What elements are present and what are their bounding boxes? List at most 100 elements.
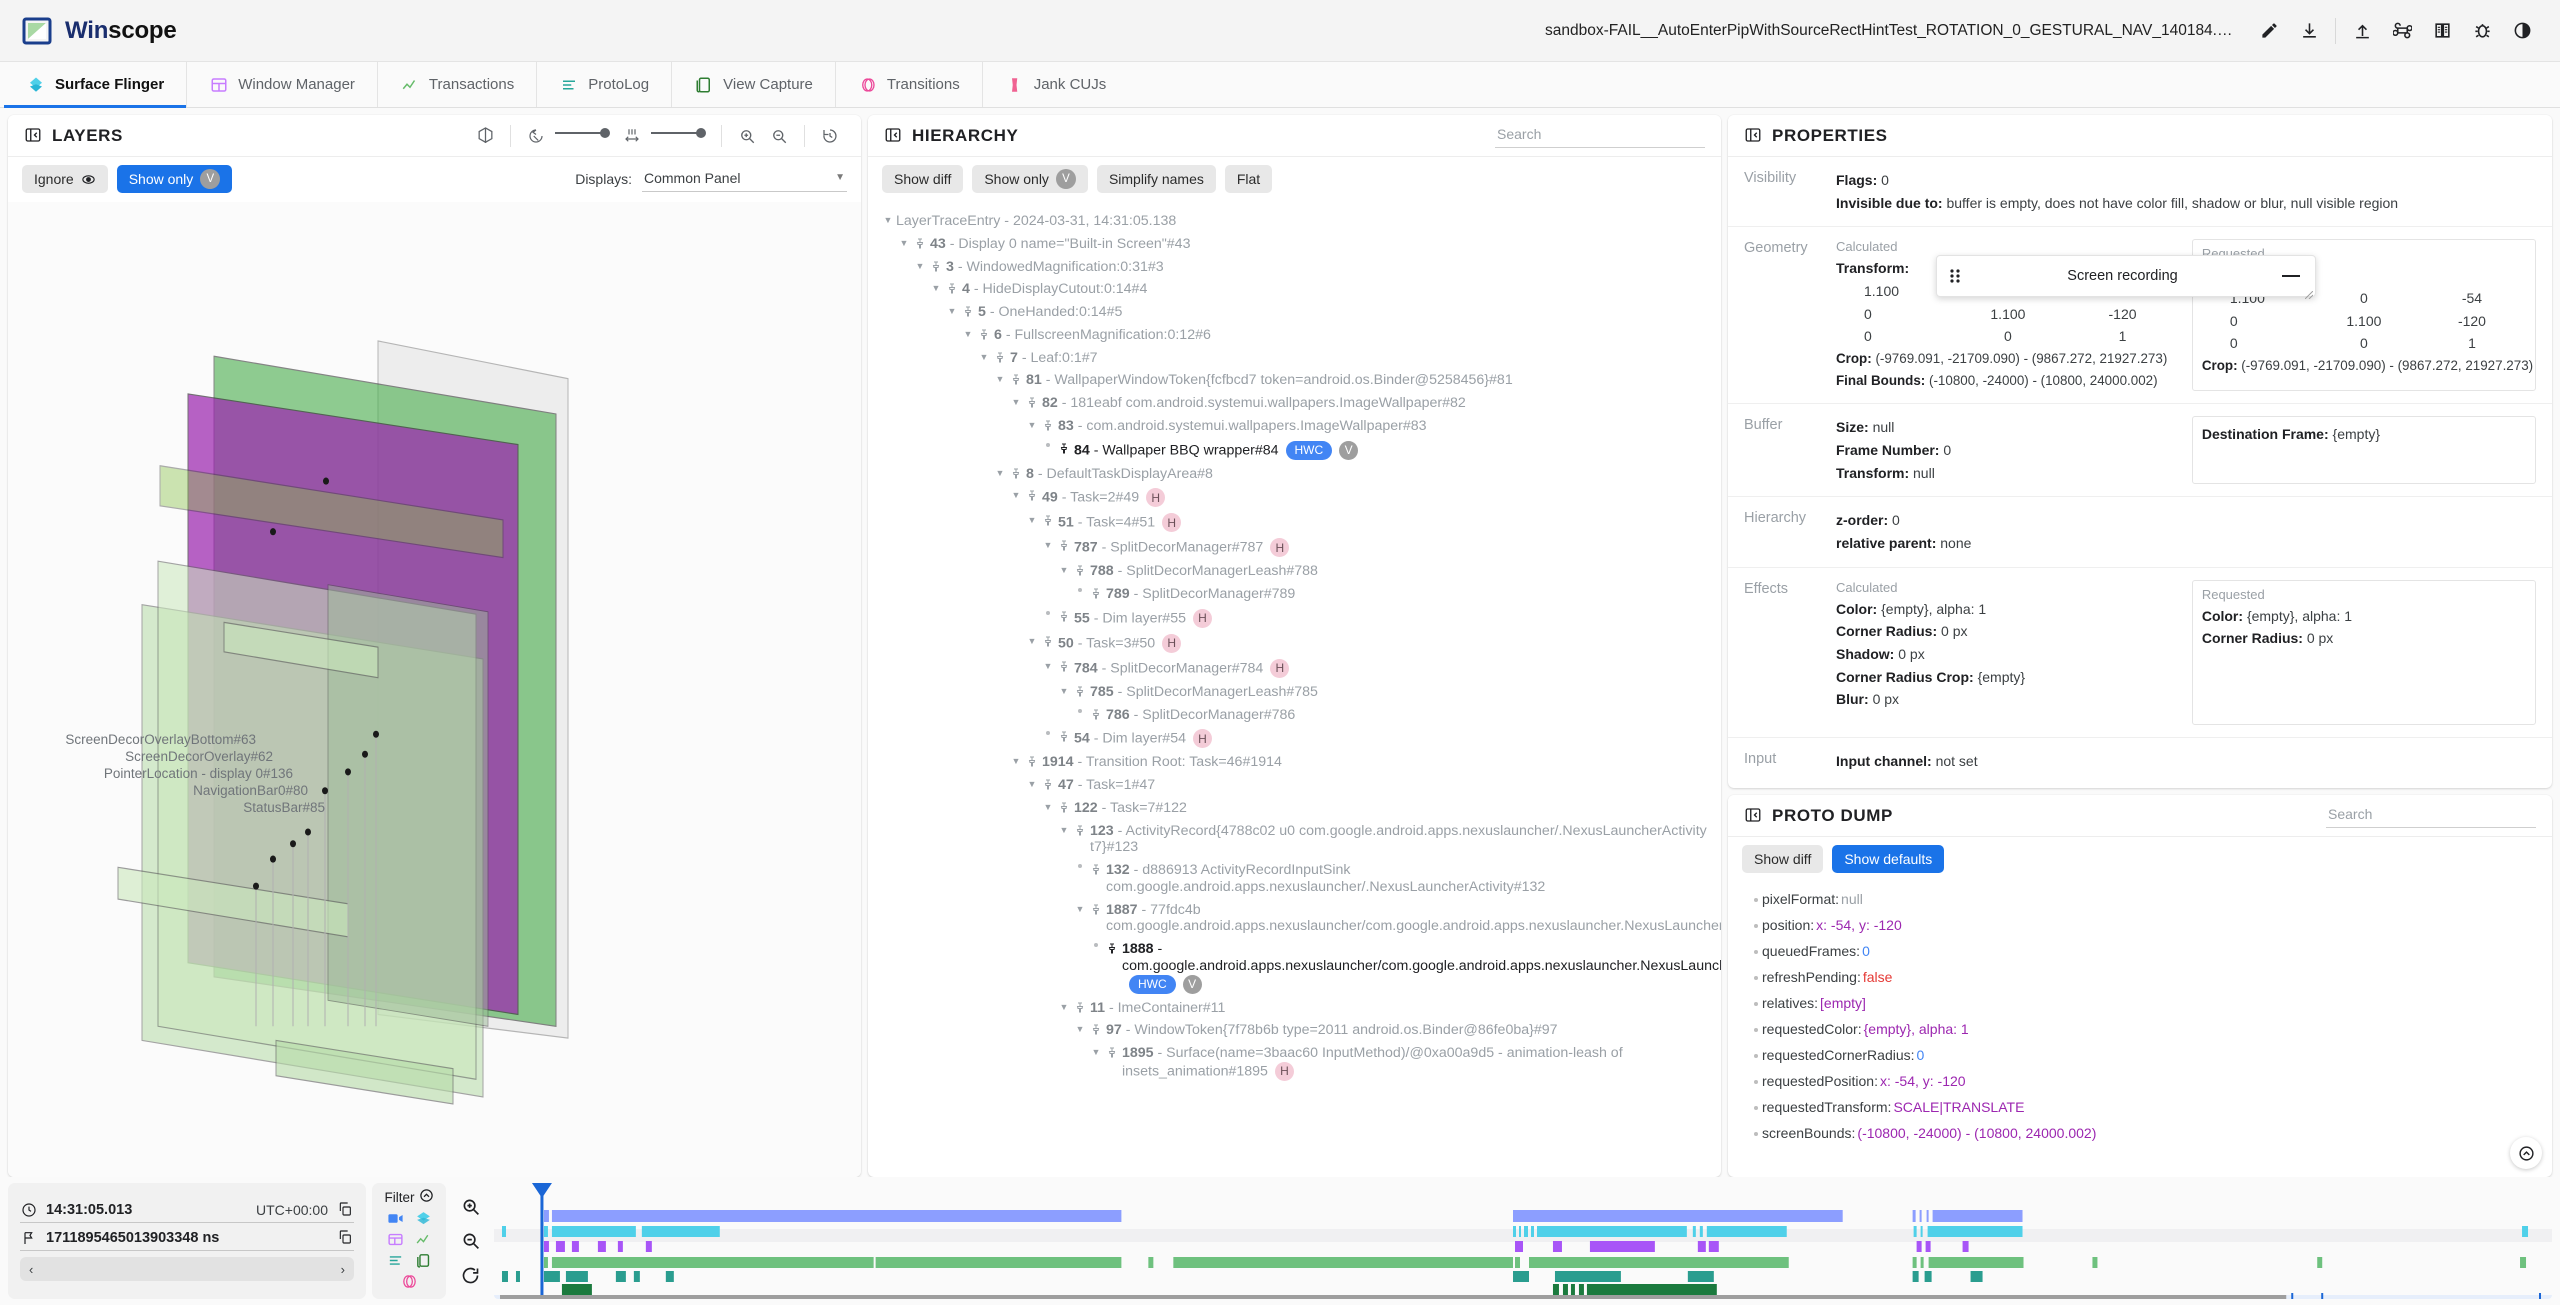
- tree-node[interactable]: 132 - d886913 ActivityRecordInputSink co…: [878, 859, 1709, 899]
- timeline-tracks[interactable]: [494, 1183, 2552, 1299]
- chevron-down-icon[interactable]: ▼: [1043, 540, 1053, 551]
- tree-node[interactable]: ▼ 50 - Task=3#50 H: [878, 631, 1709, 656]
- proto-dump-row[interactable]: requestedPosition: x: -54, y: -120: [1728, 1068, 2552, 1094]
- show-only-visible-button[interactable]: Show only V: [972, 165, 1088, 193]
- docs-icon[interactable]: [2422, 11, 2462, 51]
- pin-icon[interactable]: [1008, 373, 1023, 386]
- tree-node[interactable]: ▼ 1887 - 77fdc4b com.google.android.apps.…: [878, 899, 1721, 939]
- zoom-out-icon[interactable]: [764, 121, 794, 151]
- layers-3d-canvas[interactable]: [8, 202, 861, 1177]
- hierarchy-tree[interactable]: ▼ LayerTraceEntry - 2024-03-31, 14:31:05.…: [868, 202, 1721, 1177]
- resize-handle-icon[interactable]: [2304, 286, 2314, 300]
- tab-jank-cujs[interactable]: Jank CUJs: [983, 62, 1129, 107]
- pin-icon[interactable]: [976, 328, 991, 341]
- tree-node[interactable]: ▼ 4 - HideDisplayCutout:0:14#4: [878, 278, 1709, 301]
- proto-dump-search-input[interactable]: [2326, 803, 2536, 828]
- screen-recording-dialog[interactable]: Screen recording: [1936, 255, 2316, 300]
- pin-icon[interactable]: [1056, 801, 1071, 814]
- proto-dump-row[interactable]: requestedCornerRadius: 0: [1728, 1042, 2552, 1068]
- pin-icon[interactable]: [1088, 863, 1103, 876]
- dark-mode-icon[interactable]: [2502, 11, 2542, 51]
- pin-icon[interactable]: [1088, 708, 1103, 721]
- tab-window-manager[interactable]: Window Manager: [187, 62, 378, 107]
- pin-icon[interactable]: [1040, 514, 1055, 527]
- minimize-icon[interactable]: [2282, 275, 2300, 278]
- separation-slider[interactable]: [649, 124, 711, 147]
- chevron-down-icon[interactable]: ▼: [995, 467, 1005, 478]
- 3d-cube-icon[interactable]: [470, 121, 500, 151]
- zoom-out-icon[interactable]: [457, 1228, 483, 1254]
- edit-icon[interactable]: [2249, 11, 2289, 51]
- displays-select[interactable]: Common Panel ▼: [642, 167, 847, 192]
- pin-icon[interactable]: [1056, 730, 1071, 743]
- chevron-down-icon[interactable]: ▼: [931, 283, 941, 294]
- tree-node[interactable]: ▼ 47 - Task=1#47: [878, 774, 1709, 797]
- chevron-down-icon[interactable]: ▼: [947, 306, 957, 316]
- proto-dump-row[interactable]: requestedColor: {empty}, alpha: 1: [1728, 1016, 2552, 1042]
- chevron-down-icon[interactable]: ▼: [1043, 660, 1053, 671]
- tree-node[interactable]: ▼ 3 - WindowedMagnification:0:31#3: [878, 256, 1709, 279]
- tree-node[interactable]: ▼ 43 - Display 0 name="Built-in Screen"#4…: [878, 233, 1709, 256]
- tree-node[interactable]: ▼ 123 - ActivityRecord{4788c02 u0 com.goo…: [878, 820, 1709, 860]
- chevron-down-icon[interactable]: ▼: [883, 215, 893, 225]
- timeline-canvas[interactable]: [494, 1183, 2552, 1299]
- pin-icon[interactable]: [1088, 903, 1103, 916]
- pin-icon[interactable]: [1072, 685, 1087, 698]
- pin-icon[interactable]: [1056, 610, 1071, 623]
- tree-node[interactable]: 55 - Dim layer#55 H: [878, 606, 1709, 631]
- protolog-icon[interactable]: [385, 1250, 405, 1270]
- view-capture-icon[interactable]: [413, 1250, 433, 1270]
- collapse-panel-icon[interactable]: [1744, 126, 1763, 145]
- copy-icon[interactable]: [337, 1229, 354, 1246]
- chevron-down-icon[interactable]: ▼: [915, 260, 925, 271]
- show-only-visible-button[interactable]: Show only V: [116, 165, 233, 193]
- pin-icon[interactable]: [1072, 564, 1087, 577]
- download-icon[interactable]: [2289, 11, 2329, 51]
- rotation-slider[interactable]: [553, 124, 615, 147]
- tree-node[interactable]: 54 - Dim layer#54 H: [878, 726, 1709, 751]
- pin-icon[interactable]: [1024, 489, 1039, 502]
- tab-view-capture[interactable]: View Capture: [672, 62, 836, 107]
- tree-node[interactable]: ▼ 82 - 181eabf com.android.systemui.wallp…: [878, 392, 1709, 415]
- pin-icon[interactable]: [1056, 539, 1071, 552]
- tree-node[interactable]: ▼ 49 - Task=2#49 H: [878, 485, 1709, 510]
- proto-dump-row[interactable]: screenBounds: (-10800, -24000) - (10800, …: [1728, 1120, 2552, 1146]
- tree-node[interactable]: 84 - Wallpaper BBQ wrapper#84 HWC V: [878, 438, 1709, 463]
- show-defaults-button[interactable]: Show defaults: [1832, 845, 1945, 873]
- tree-node[interactable]: 1888 - com.google.android.apps.nexuslaun…: [878, 938, 1721, 997]
- tree-node[interactable]: ▼ 1914 - Transition Root: Task=46#1914: [878, 751, 1709, 774]
- tree-node[interactable]: ▼ 122 - Task=7#122: [878, 797, 1709, 820]
- pin-icon[interactable]: [1088, 1023, 1103, 1036]
- scroll-to-top-icon[interactable]: [2510, 1137, 2542, 1169]
- collapse-panel-icon[interactable]: [1744, 806, 1763, 825]
- pin-icon[interactable]: [1072, 824, 1087, 837]
- chevron-down-icon[interactable]: ▼: [1059, 685, 1069, 696]
- collapse-panel-icon[interactable]: [24, 126, 43, 145]
- tree-node[interactable]: ▼ 785 - SplitDecorManagerLeash#785: [878, 681, 1709, 704]
- chevron-up-icon[interactable]: [419, 1188, 434, 1206]
- pin-icon[interactable]: [1024, 755, 1039, 768]
- pin-icon[interactable]: [1008, 467, 1023, 480]
- shortcuts-icon[interactable]: [2382, 11, 2422, 51]
- copy-icon[interactable]: [337, 1201, 354, 1218]
- chevron-down-icon[interactable]: ▼: [1011, 490, 1021, 501]
- tree-node[interactable]: ▼ 787 - SplitDecorManager#787 H: [878, 535, 1709, 560]
- chevron-down-icon[interactable]: ▼: [1011, 397, 1021, 407]
- chevron-down-icon[interactable]: ▼: [1075, 903, 1085, 914]
- proto-dump-body[interactable]: pixelFormat: null position: x: -54, y: -120…: [1728, 882, 2552, 1177]
- chevron-down-icon[interactable]: ▼: [1027, 635, 1037, 646]
- tree-node[interactable]: ▼ 83 - com.android.systemui.wallpapers.Im…: [878, 415, 1709, 438]
- tree-node[interactable]: ▼ 8 - DefaultTaskDisplayArea#8: [878, 463, 1709, 486]
- proto-dump-row[interactable]: requestedTransform: SCALE|TRANSLATE: [1728, 1094, 2552, 1120]
- proto-dump-row[interactable]: pixelFormat: null: [1728, 886, 2552, 912]
- tree-node[interactable]: ▼ 6 - FullscreenMagnification:0:12#6: [878, 324, 1709, 347]
- simplify-names-button[interactable]: Simplify names: [1096, 165, 1216, 193]
- chevron-down-icon[interactable]: ▼: [979, 351, 989, 362]
- pin-icon[interactable]: [1040, 635, 1055, 648]
- proto-dump-row[interactable]: refreshPending: false: [1728, 964, 2552, 990]
- tree-node[interactable]: ▼ 81 - WallpaperWindowToken{fcfbcd7 token…: [878, 369, 1709, 392]
- tree-node[interactable]: ▼ 51 - Task=4#51 H: [878, 510, 1709, 535]
- pin-icon[interactable]: [1056, 442, 1071, 455]
- chevron-down-icon[interactable]: ▼: [1027, 779, 1037, 789]
- show-diff-button[interactable]: Show diff: [882, 165, 964, 193]
